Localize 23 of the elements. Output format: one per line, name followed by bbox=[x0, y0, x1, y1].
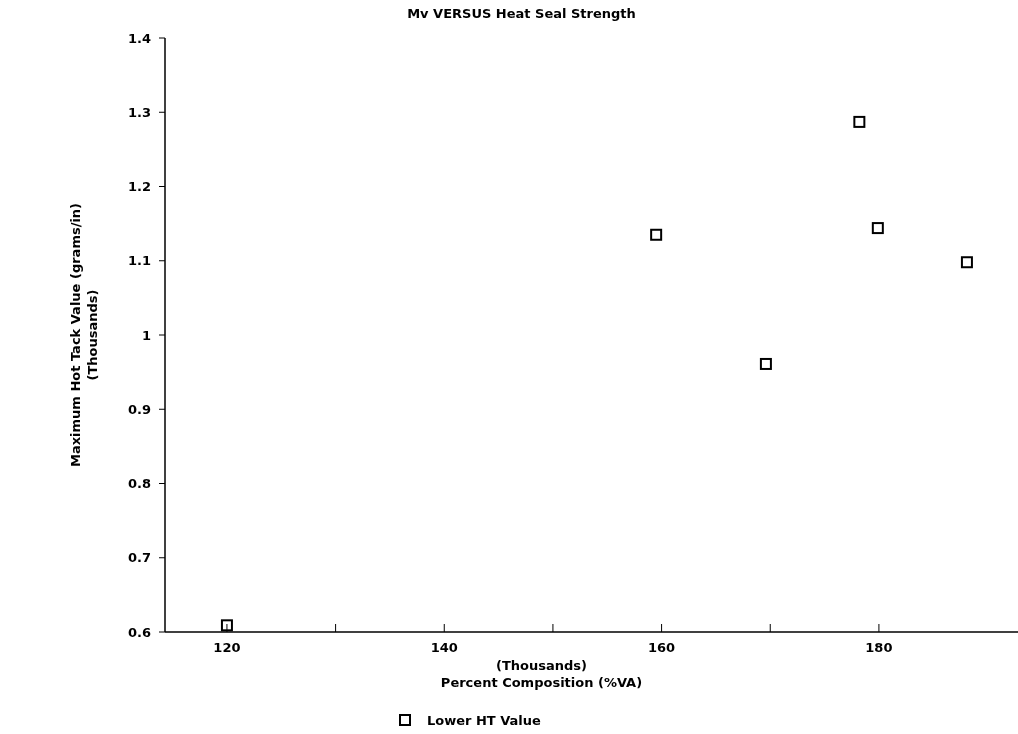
y-tick-label: 0.6 bbox=[127, 624, 151, 640]
point bbox=[759, 357, 772, 370]
y-tick-label: 1.3 bbox=[127, 104, 151, 120]
point bbox=[220, 619, 233, 632]
y-tick-label: 1 bbox=[141, 327, 151, 343]
chart-title: Mv VERSUS Heat Seal Strength bbox=[407, 6, 636, 21]
x-tick-label: 180 bbox=[865, 640, 893, 655]
x-tick-label: 140 bbox=[430, 640, 458, 655]
point bbox=[960, 256, 973, 269]
x-tick-label: 160 bbox=[648, 640, 676, 655]
point bbox=[650, 228, 663, 241]
point bbox=[853, 115, 866, 128]
y-tick-label: 1.2 bbox=[127, 179, 151, 195]
y-tick-label: 1.4 bbox=[127, 30, 151, 46]
legend-label: Lower HT Value bbox=[427, 712, 542, 728]
x-tick-label: 120 bbox=[213, 640, 241, 655]
y-axis-title: Maximum Hot Tack Value (grams/in) (Thousands) bbox=[68, 202, 100, 468]
y-tick-label: 0.7 bbox=[127, 550, 151, 566]
y-tick-label: 1.1 bbox=[127, 253, 151, 269]
y-tick-label: 0.8 bbox=[127, 476, 151, 492]
x-axis-title: (Thousands) Percent Composition (%VA) bbox=[440, 658, 643, 690]
y-tick-label: 0.9 bbox=[127, 401, 151, 417]
point bbox=[871, 222, 884, 235]
